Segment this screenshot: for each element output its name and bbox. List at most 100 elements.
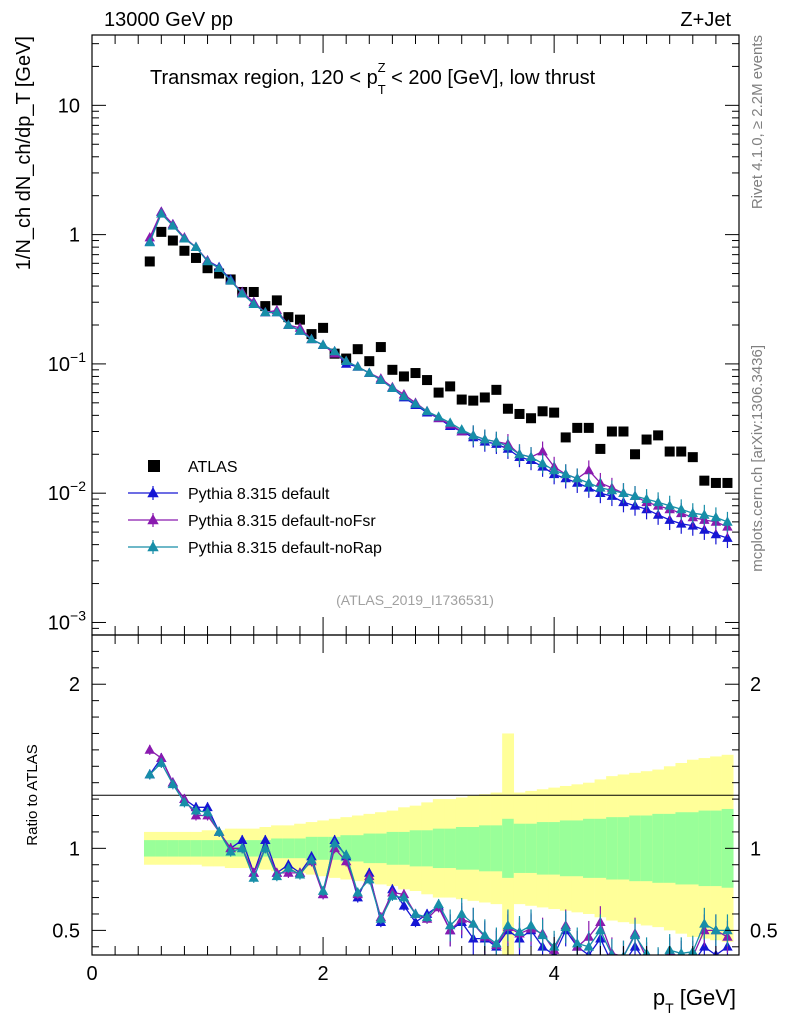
ratio-band-inner xyxy=(363,833,376,864)
legend-marker-triangle xyxy=(147,487,159,498)
y-tick-label: 10−1 xyxy=(48,349,86,376)
atlas-data-point xyxy=(595,443,606,454)
mc-data-point xyxy=(306,333,317,344)
legend-marker-triangle xyxy=(147,514,159,525)
mc-data-point xyxy=(387,382,398,392)
ratio-band-inner xyxy=(502,818,515,878)
mc-data-point xyxy=(433,411,444,421)
atlas-data-point xyxy=(318,322,329,333)
ratio-data-point xyxy=(283,862,294,872)
ratio-band-inner xyxy=(213,840,226,857)
ratio-band-inner xyxy=(351,835,364,862)
ratio-data-point xyxy=(144,744,155,754)
ratio-data-point xyxy=(375,913,387,923)
y-tick-label: 10−2 xyxy=(48,478,86,505)
ratio-data-point xyxy=(607,958,617,967)
ratio-band-inner xyxy=(201,840,214,857)
mc-data-point xyxy=(202,255,213,266)
ratio-band-inner xyxy=(652,813,665,883)
atlas-data-point xyxy=(664,446,675,457)
mc-data-point xyxy=(537,457,548,468)
mc-data-point xyxy=(583,464,595,475)
ratio-data-point xyxy=(722,924,733,935)
mc-data-point xyxy=(491,436,502,446)
mc-data-point xyxy=(548,464,560,475)
atlas-data-point xyxy=(676,446,687,457)
title-subscript: T xyxy=(378,82,386,97)
mc-data-point xyxy=(722,516,733,526)
ratio-data-point xyxy=(710,924,722,935)
atlas-data-point xyxy=(352,344,363,355)
ratio-band-inner xyxy=(559,820,572,877)
ratio-data-point xyxy=(608,949,615,955)
ratio-data-point xyxy=(260,842,271,853)
mc-data-point xyxy=(179,233,190,243)
ratio-band-inner xyxy=(271,838,283,859)
ratio-band-inner xyxy=(513,823,526,873)
ratio-data-point xyxy=(387,890,398,900)
mc-data-point xyxy=(502,440,514,451)
atlas-data-point xyxy=(190,252,201,263)
ratio-data-point xyxy=(190,805,202,815)
ratio-band-inner xyxy=(294,838,307,859)
atlas-data-point xyxy=(167,235,178,246)
ratio-data-point xyxy=(248,872,259,882)
legend-marker-triangle xyxy=(147,541,159,552)
ratio-band-inner xyxy=(421,830,434,867)
ratio-data-point xyxy=(618,958,628,967)
ratio-band-inner xyxy=(398,831,411,865)
mc-data-point xyxy=(629,490,641,500)
atlas-data-point xyxy=(572,422,583,433)
ratio-band-inner xyxy=(571,820,584,877)
mc-data-point xyxy=(479,434,491,444)
ratio-band-inner xyxy=(409,830,422,867)
ratio-y-tick-label-right: 2 xyxy=(750,674,761,696)
atlas-data-point xyxy=(214,268,225,279)
ratio-band-inner xyxy=(178,840,191,857)
ratio-y-tick-label: 2 xyxy=(69,674,80,696)
atlas-data-point xyxy=(722,477,733,488)
mc-data-point xyxy=(560,468,571,479)
mc-data-point xyxy=(572,472,583,483)
ratio-data-point xyxy=(167,778,179,789)
ratio-data-point xyxy=(410,916,421,927)
atlas-data-point xyxy=(641,434,652,445)
ratio-data-point xyxy=(560,921,571,931)
ratio-data-point xyxy=(248,867,259,877)
ratio-band-inner xyxy=(548,822,561,875)
ratio-band-inner xyxy=(444,828,457,869)
ratio-plot-series xyxy=(144,744,733,975)
x-label-sub: T xyxy=(665,1000,674,1016)
mc-data-point xyxy=(352,361,363,371)
ratio-data-point xyxy=(271,870,283,881)
mc-data-point xyxy=(190,241,202,252)
plot-axes: 10−3 10−2 10−1 1 10 0.5 0.5 1 1 2 2 0 2 4 xyxy=(48,35,778,985)
x-label-unit: [GeV] xyxy=(674,985,736,1010)
ratio-data-point xyxy=(179,796,190,807)
ratio-band-inner xyxy=(490,825,503,872)
ratio-band-inner xyxy=(143,840,156,857)
ratio-data-point xyxy=(340,849,352,859)
ratio-data-point xyxy=(676,958,686,967)
mc-data-point xyxy=(236,288,248,298)
title-suffix: < 200 [GeV], low thrust xyxy=(386,67,596,89)
x-tick-label: 4 xyxy=(549,963,560,985)
ratio-data-point xyxy=(653,966,663,975)
ratio-data-point xyxy=(144,768,155,779)
ratio-data-point xyxy=(236,834,248,844)
ratio-data-point xyxy=(444,919,456,930)
x-label-p: p xyxy=(653,985,665,1010)
ratio-band-inner xyxy=(583,818,595,878)
ratio-data-point xyxy=(364,874,375,884)
ratio-y-tick-label: 0.5 xyxy=(52,920,80,942)
ratio-band-inner xyxy=(317,836,330,860)
ratio-data-point xyxy=(664,958,674,967)
legend-marker-square xyxy=(148,460,160,472)
atlas-data-point xyxy=(156,226,167,237)
mc-data-point xyxy=(156,208,167,218)
mc-data-point xyxy=(687,507,699,518)
mc-data-point xyxy=(271,306,283,317)
y-tick-label: 10 xyxy=(58,95,80,117)
ratio-data-point xyxy=(156,757,167,767)
atlas-data-point xyxy=(398,371,409,382)
